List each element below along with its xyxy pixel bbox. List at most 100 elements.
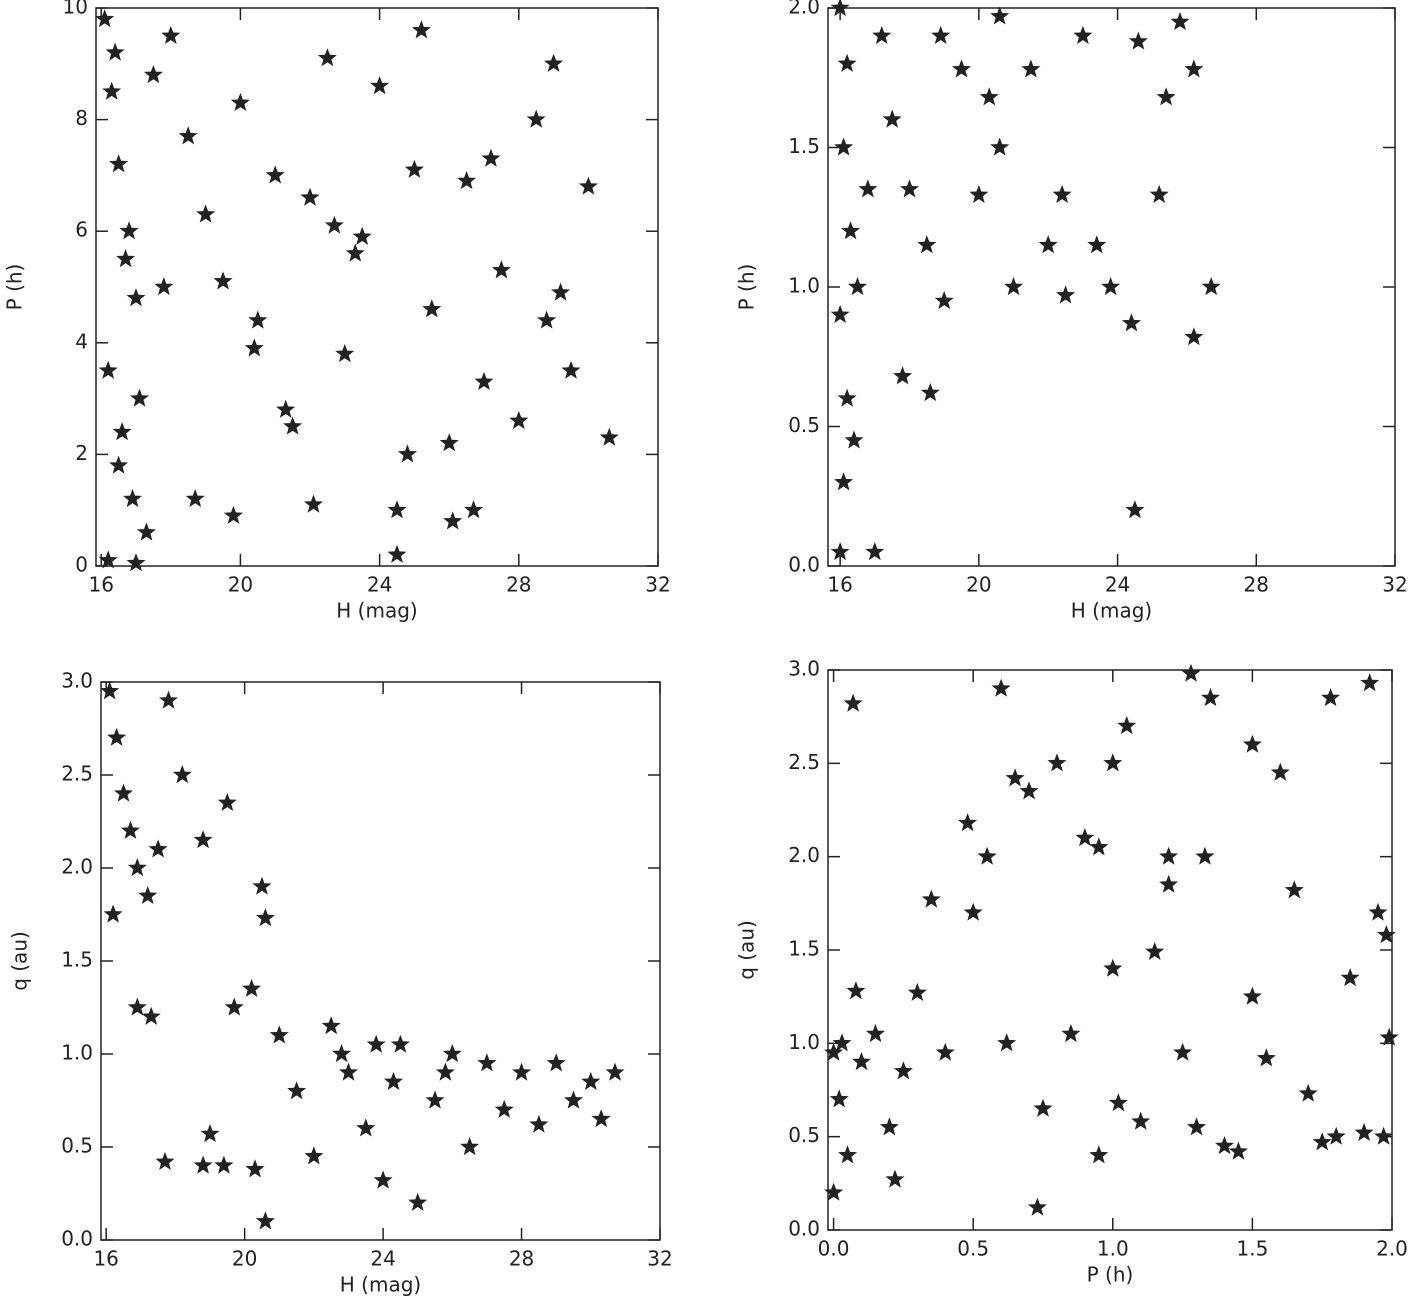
star-point xyxy=(952,59,971,78)
star-point xyxy=(1033,1098,1053,1117)
x-tick-label: 32 xyxy=(645,573,670,597)
star-point xyxy=(1181,663,1201,682)
star-point xyxy=(1201,688,1220,707)
star-point xyxy=(931,25,951,44)
star-point xyxy=(390,1034,410,1053)
star-point xyxy=(217,792,237,811)
star-point xyxy=(435,1062,455,1081)
x-tick-label: 20 xyxy=(228,573,253,597)
star-point xyxy=(1019,781,1039,800)
star-point xyxy=(1145,941,1165,960)
star-point xyxy=(537,310,557,329)
star-point xyxy=(265,165,285,184)
star-point xyxy=(244,338,264,357)
star-point xyxy=(824,1042,844,1061)
star-point xyxy=(276,399,296,418)
star-point xyxy=(411,20,431,39)
star-point xyxy=(879,1117,899,1136)
star-point xyxy=(98,550,118,569)
star-point xyxy=(185,489,205,508)
star-point xyxy=(464,500,484,519)
star-point xyxy=(1368,902,1388,921)
star-point xyxy=(1005,768,1025,787)
star-point xyxy=(858,179,878,198)
star-point xyxy=(1128,31,1148,50)
y-axis-label: P (h) xyxy=(3,264,27,311)
star-point xyxy=(935,1042,955,1061)
star-point xyxy=(193,830,213,849)
star-point xyxy=(1312,1132,1332,1151)
star-point xyxy=(934,290,954,309)
x-tick-label: 16 xyxy=(827,573,852,597)
x-tick-label: 2.0 xyxy=(1376,1237,1408,1261)
star-point xyxy=(255,1211,275,1230)
star-point xyxy=(551,282,571,301)
star-point xyxy=(154,277,174,296)
star-point xyxy=(846,981,866,1000)
star-point xyxy=(1103,753,1123,772)
star-point xyxy=(991,678,1011,697)
star-point xyxy=(477,1053,497,1072)
star-point xyxy=(1073,25,1093,44)
star-point xyxy=(990,6,1010,25)
y-tick-label: 6 xyxy=(75,218,88,242)
star-point xyxy=(1052,184,1072,203)
star-point xyxy=(969,184,989,203)
y-tick-label: 0.5 xyxy=(788,1123,820,1147)
star-point xyxy=(245,1159,265,1178)
star-point xyxy=(95,9,115,28)
star-point xyxy=(304,494,323,513)
star-point xyxy=(1184,59,1204,78)
star-point xyxy=(546,1053,566,1072)
star-point xyxy=(161,25,181,44)
star-point xyxy=(1021,59,1041,78)
star-point xyxy=(474,371,494,390)
star-point xyxy=(127,997,147,1016)
star-point xyxy=(102,81,122,100)
star-point xyxy=(224,997,244,1016)
y-tick-label: 0.5 xyxy=(788,413,820,437)
star-point xyxy=(1354,1122,1374,1141)
star-point xyxy=(332,1044,352,1063)
x-tick-label: 24 xyxy=(367,573,392,597)
star-point xyxy=(1004,277,1023,296)
star-point xyxy=(1326,1126,1346,1145)
star-point xyxy=(143,65,163,84)
star-point xyxy=(103,904,123,923)
star-point xyxy=(442,1044,462,1063)
star-point xyxy=(339,1062,358,1081)
star-point xyxy=(1256,1048,1276,1067)
plot-frame xyxy=(827,669,1393,1231)
star-point xyxy=(255,908,275,927)
y-tick-label: 1.0 xyxy=(788,274,820,298)
star-point xyxy=(370,76,390,95)
star-point xyxy=(155,1151,175,1170)
star-point xyxy=(834,137,854,156)
star-point xyxy=(1195,846,1215,865)
star-point xyxy=(304,1146,324,1165)
star-point xyxy=(352,226,372,245)
star-point xyxy=(130,388,149,407)
star-point xyxy=(1103,958,1123,977)
star-point xyxy=(1184,327,1204,346)
star-point xyxy=(578,176,598,195)
star-point xyxy=(324,215,344,234)
star-point xyxy=(1270,762,1290,781)
star-point xyxy=(920,383,940,402)
star-point xyxy=(893,366,913,385)
star-point xyxy=(512,1062,532,1081)
x-axis-label: H (mag) xyxy=(336,599,417,623)
star-point xyxy=(1201,277,1221,296)
y-tick-label: 0.0 xyxy=(788,553,820,577)
star-point xyxy=(356,1118,376,1137)
star-point xyxy=(136,522,156,541)
y-tick-label: 1.0 xyxy=(61,1041,93,1065)
star-point xyxy=(107,727,127,746)
y-axis-label: P (h) xyxy=(735,264,759,311)
star-point xyxy=(1379,1027,1399,1046)
star-point xyxy=(387,544,407,563)
star-point xyxy=(317,48,337,67)
star-point xyxy=(1242,986,1262,1005)
y-tick-label: 1.0 xyxy=(788,1030,820,1054)
